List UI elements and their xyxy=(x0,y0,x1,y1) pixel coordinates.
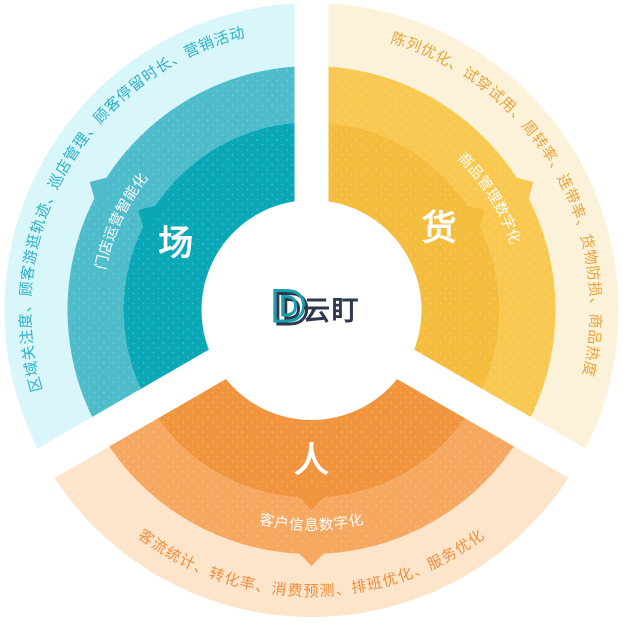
logo-d-icon: D xyxy=(271,282,306,331)
ren-core-label: 人 xyxy=(294,441,329,481)
brand-logo: D D 云盯 xyxy=(270,281,360,336)
chang-arrow-inner-to-mid-icon xyxy=(138,203,166,237)
ren-mid-label: 客户信息数字化 xyxy=(258,511,365,534)
segment-ren: 客流统计、转化率、消费预测、排班优化、服务优化 客户信息数字化 人 xyxy=(54,379,569,618)
huo-arrow-mid-to-outer-icon xyxy=(506,175,534,209)
texture-overlay xyxy=(328,66,556,417)
logo-d-shadow: D xyxy=(274,285,309,334)
texture-overlay xyxy=(123,122,295,389)
huo-core-label: 货 xyxy=(421,209,456,249)
huo-arrow-inner-to-mid-icon xyxy=(457,203,485,237)
ren-outer-ring xyxy=(54,446,569,618)
huo-outer-ring xyxy=(328,3,619,449)
chang-outer-ring xyxy=(4,3,295,449)
logo-wordmark: 云盯 xyxy=(303,296,360,327)
texture-overlay xyxy=(109,418,514,555)
texture-overlay xyxy=(328,122,500,389)
ren-arrow-mid-to-outer-icon xyxy=(292,546,331,566)
texture-overlay xyxy=(157,379,466,499)
ren-arrow-inner-to-mid-icon xyxy=(292,489,331,510)
segment-chang: 区域关注度、顾客游逛轨迹、巡店管理、顾客停留时长、营销活动 门店运营智能化 场 xyxy=(4,3,295,449)
chang-core-label: 场 xyxy=(158,224,193,264)
texture-overlay xyxy=(67,66,295,417)
chang-arrow-mid-to-outer-icon xyxy=(89,175,117,209)
segment-huo: 陈列优化、试穿试用、周转率、连带率、货物防损、商品热度 商品管理数字化 货 xyxy=(328,3,619,449)
